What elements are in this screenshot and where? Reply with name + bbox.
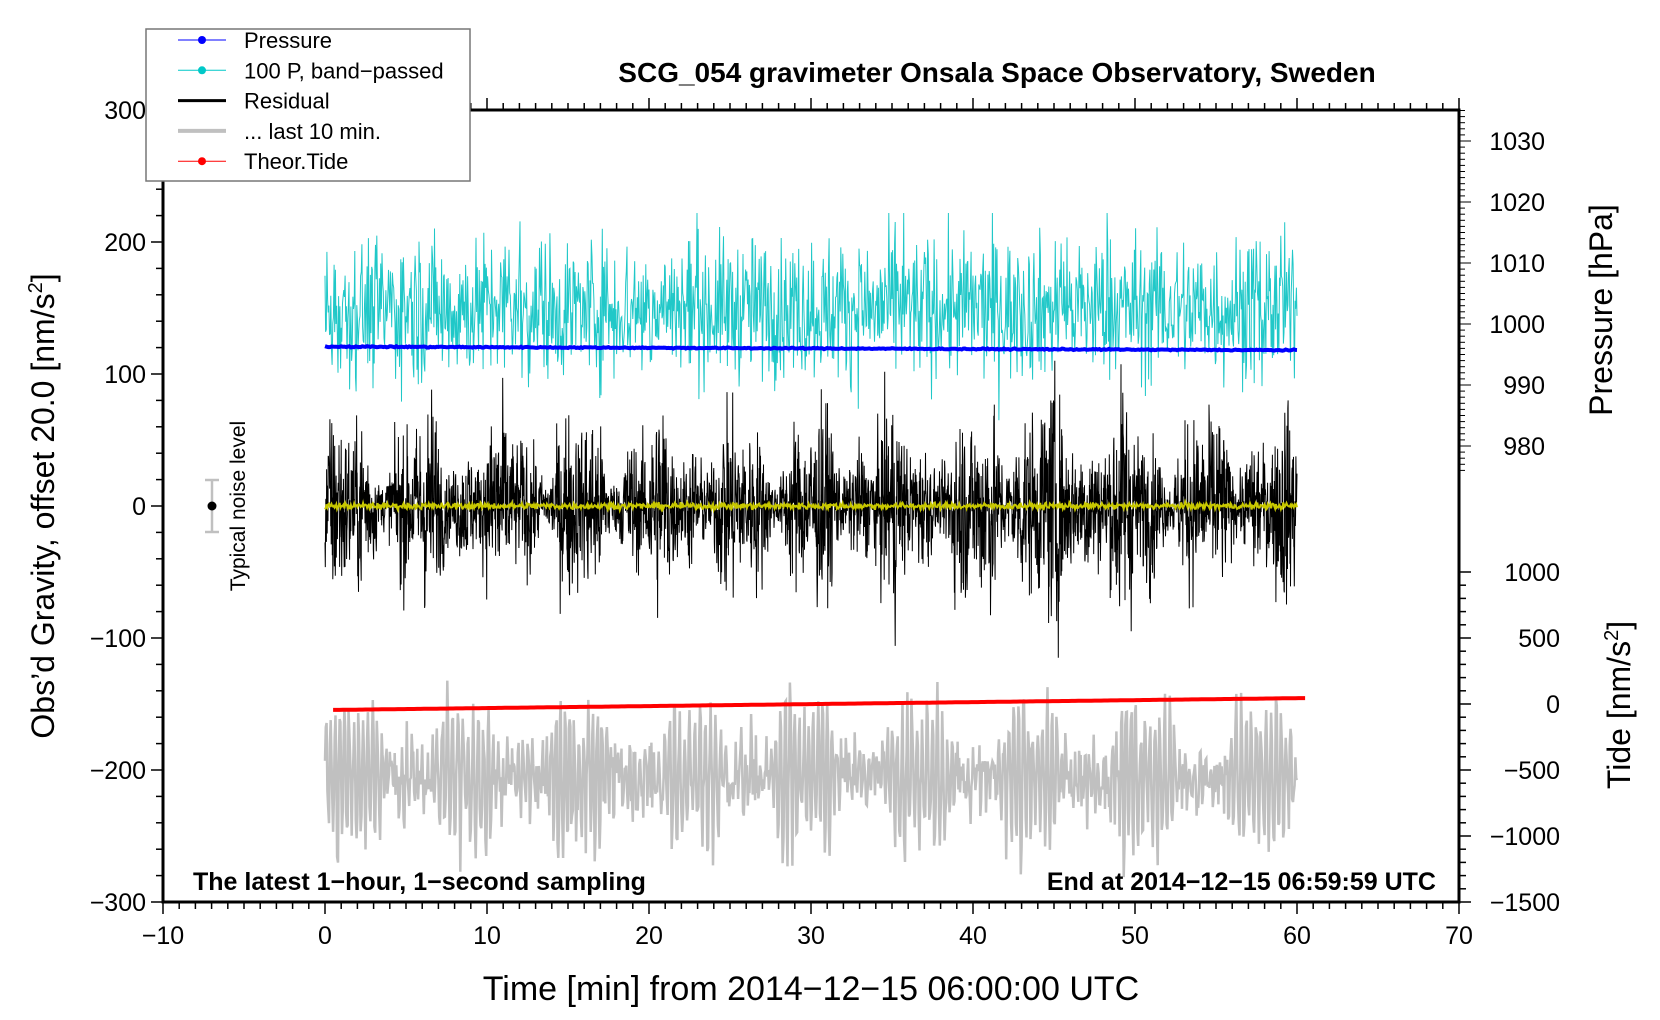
y-axis-label-tide: Tide [nm/s2] bbox=[1601, 621, 1637, 789]
y-tick-label-tide: −500 bbox=[1504, 757, 1560, 785]
legend-label: Theor.Tide bbox=[244, 149, 348, 174]
x-tick-label: 70 bbox=[1445, 922, 1473, 950]
y-tick-label-tide: −1000 bbox=[1490, 823, 1560, 851]
y-label-tide-main: Tide [nm/s bbox=[1601, 641, 1637, 789]
y-axis-label-left: Obs’d Gravity, offset 20.0 [nm/s2] bbox=[25, 273, 61, 738]
y-label-left-end: ] bbox=[25, 273, 61, 282]
y-tick-label-left: −100 bbox=[90, 625, 146, 653]
y-tick-label-tide: 1000 bbox=[1504, 559, 1560, 587]
y-tick-label-left: 300 bbox=[104, 97, 146, 125]
series-residual-smoothed bbox=[324, 498, 1298, 515]
annotation-bottom-right: End at 2014−12−15 06:59:59 UTC bbox=[1047, 868, 1436, 896]
x-tick-label: 50 bbox=[1121, 922, 1149, 950]
x-tick-label: 20 bbox=[635, 922, 663, 950]
ticks-layer: −10 0 10 20 30 40 50 60 70−300−200−1000100200300… bbox=[90, 97, 1560, 950]
legend-box bbox=[145, 28, 471, 182]
legend-marker bbox=[198, 66, 206, 75]
x-tick-label: 30 bbox=[797, 922, 825, 950]
y-label-left-main: Obs’d Gravity, offset 20.0 [nm/s bbox=[25, 293, 61, 738]
legend-label: 100 P, band−passed bbox=[244, 58, 444, 83]
y-label-tide-sup: 2 bbox=[1601, 630, 1623, 641]
series-theoretical-tide bbox=[333, 696, 1306, 712]
legend-marker bbox=[198, 36, 206, 44]
x-axis-label: Time [min] from 2014−12−15 06:00:00 UTC bbox=[483, 970, 1139, 1008]
x-tick-label: 0 bbox=[318, 922, 332, 950]
y-tick-label-left: 100 bbox=[104, 361, 146, 389]
y-tick-label-pressure: 990 bbox=[1503, 372, 1545, 400]
y-axis-label-pressure: Pressure [hPa] bbox=[1583, 204, 1619, 416]
y-label-tide-end: ] bbox=[1601, 621, 1637, 630]
y-tick-label-pressure: 1030 bbox=[1489, 128, 1545, 156]
series-pressure bbox=[324, 343, 1298, 353]
series-last-10-min bbox=[323, 680, 1299, 878]
legend-label: Pressure bbox=[244, 28, 332, 53]
series-layer bbox=[323, 212, 1306, 878]
y-tick-label-tide: −1500 bbox=[1490, 889, 1560, 917]
legend-marker bbox=[198, 157, 206, 166]
y-tick-label-left: 200 bbox=[104, 229, 146, 257]
y-label-left-sup: 2 bbox=[25, 282, 47, 293]
legend-label: Residual bbox=[244, 89, 330, 114]
y-tick-label-left: −300 bbox=[90, 889, 146, 917]
noise-point bbox=[207, 501, 217, 511]
series-pressure-band-passed bbox=[324, 212, 1298, 421]
x-tick-label: −10 bbox=[142, 922, 184, 950]
noise-level-indicator: Typical noise level bbox=[205, 421, 250, 591]
y-tick-label-left: 0 bbox=[132, 493, 146, 521]
legend-label: ... last 10 min. bbox=[244, 119, 381, 144]
y-tick-label-pressure: 1010 bbox=[1489, 250, 1545, 278]
x-tick-label: 40 bbox=[959, 922, 987, 950]
y-tick-label-tide: 0 bbox=[1546, 691, 1560, 719]
x-tick-label: 10 bbox=[473, 922, 501, 950]
y-tick-label-pressure: 980 bbox=[1503, 433, 1545, 461]
noise-label: Typical noise level bbox=[227, 421, 250, 591]
series-residual bbox=[324, 360, 1298, 658]
legend: Pressure 100 P, band−passed Residual ... la… bbox=[145, 28, 471, 182]
y-tick-label-left: −200 bbox=[90, 757, 146, 785]
y-tick-label-tide: 500 bbox=[1518, 625, 1560, 653]
chart-title: SCG_054 gravimeter Onsala Space Observat… bbox=[618, 57, 1375, 88]
annotation-bottom-left: The latest 1−hour, 1−second sampling bbox=[193, 868, 646, 896]
y-tick-label-pressure: 1020 bbox=[1489, 189, 1545, 217]
x-tick-label: 60 bbox=[1283, 922, 1311, 950]
y-tick-label-pressure: 1000 bbox=[1489, 311, 1545, 339]
